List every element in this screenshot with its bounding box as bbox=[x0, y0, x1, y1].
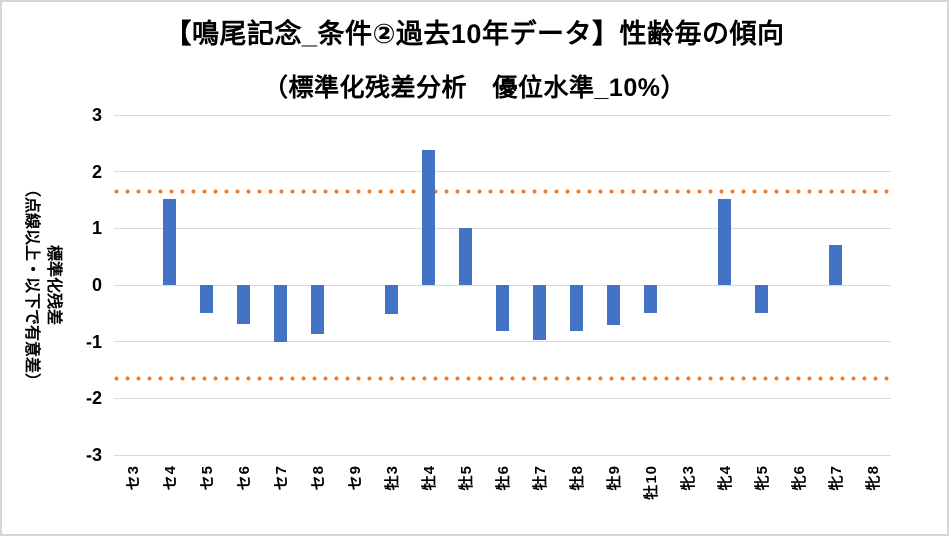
bar-牝7 bbox=[829, 244, 842, 285]
x-tick-label-牡5: 牡5 bbox=[457, 465, 475, 491]
bar-牡6 bbox=[496, 285, 509, 332]
bar-牝5 bbox=[755, 285, 768, 314]
bar-牡4 bbox=[422, 150, 435, 285]
y-tick-label: -3 bbox=[85, 445, 102, 465]
bar-牝4 bbox=[718, 198, 731, 285]
y-axis-title-line2: （点線以上・以下で有意差） bbox=[23, 180, 40, 389]
bar-牡3 bbox=[385, 285, 398, 314]
bar-牡7 bbox=[533, 285, 546, 340]
x-tick-label-牡3: 牡3 bbox=[383, 465, 401, 491]
threshold-line-upper bbox=[114, 189, 891, 195]
chart-title: 【鳴尾記念_条件②過去10年データ】性齢毎の傾向 bbox=[164, 19, 785, 49]
bar-牡9 bbox=[607, 285, 620, 326]
threshold-line-lower bbox=[114, 375, 891, 381]
y-tick-label: 0 bbox=[91, 275, 102, 295]
x-tick-label-牡9: 牡9 bbox=[605, 465, 623, 491]
x-tick-label-セ4: セ4 bbox=[161, 465, 179, 491]
gridline-y-3 bbox=[114, 454, 891, 456]
x-tick-label-牝6: 牝6 bbox=[790, 465, 808, 491]
y-tick-label: 2 bbox=[91, 161, 102, 182]
bar-牡10 bbox=[644, 285, 657, 314]
x-tick-label-セ8: セ8 bbox=[309, 465, 327, 491]
bar-セ7 bbox=[274, 285, 287, 342]
chart-subtitle: （標準化残差分析 優位水準_10%） bbox=[263, 74, 686, 102]
x-tick-label-牡4: 牡4 bbox=[420, 465, 438, 491]
bar-セ4 bbox=[163, 198, 176, 285]
bar-牡5 bbox=[459, 228, 472, 285]
y-tick-label: -2 bbox=[85, 388, 102, 409]
x-tick-label-セ5: セ5 bbox=[198, 465, 216, 491]
x-tick-label-セ3: セ3 bbox=[124, 465, 142, 491]
gridline-y1 bbox=[114, 227, 891, 229]
x-tick-label-牝3: 牝3 bbox=[679, 465, 697, 491]
x-tick-label-セ7: セ7 bbox=[272, 465, 290, 491]
gridline-y2 bbox=[114, 171, 891, 173]
y-tick-label: 1 bbox=[91, 218, 102, 239]
x-tick-label-牡8: 牡8 bbox=[568, 465, 586, 491]
plot-area bbox=[114, 114, 891, 456]
x-tick-label-牡7: 牡7 bbox=[531, 465, 549, 491]
gridline-y-2 bbox=[114, 397, 891, 399]
gridline-y3 bbox=[114, 114, 891, 116]
x-tick-label-セ6: セ6 bbox=[235, 465, 253, 491]
y-axis-title: 標準化残差 （点線以上・以下で有意差） bbox=[20, 113, 64, 457]
x-tick-label-牝5: 牝5 bbox=[753, 465, 771, 491]
x-tick-label-牡6: 牡6 bbox=[494, 465, 512, 491]
y-tick-label: -1 bbox=[85, 331, 102, 352]
x-tick-label-セ9: セ9 bbox=[346, 465, 364, 491]
bar-セ5 bbox=[200, 285, 213, 314]
bar-セ8 bbox=[311, 285, 324, 335]
x-tick-label-牝7: 牝7 bbox=[827, 465, 845, 491]
y-tick-label: 3 bbox=[91, 105, 102, 125]
y-axis-title-line1: 標準化残差 bbox=[45, 244, 62, 325]
gridline-y-1 bbox=[114, 341, 891, 343]
x-tick-label-牡10: 牡10 bbox=[642, 465, 660, 500]
bar-セ6 bbox=[237, 285, 250, 325]
x-tick-label-牝4: 牝4 bbox=[716, 465, 734, 491]
bar-牡8 bbox=[570, 285, 583, 332]
x-tick-label-牝8: 牝8 bbox=[864, 465, 882, 491]
